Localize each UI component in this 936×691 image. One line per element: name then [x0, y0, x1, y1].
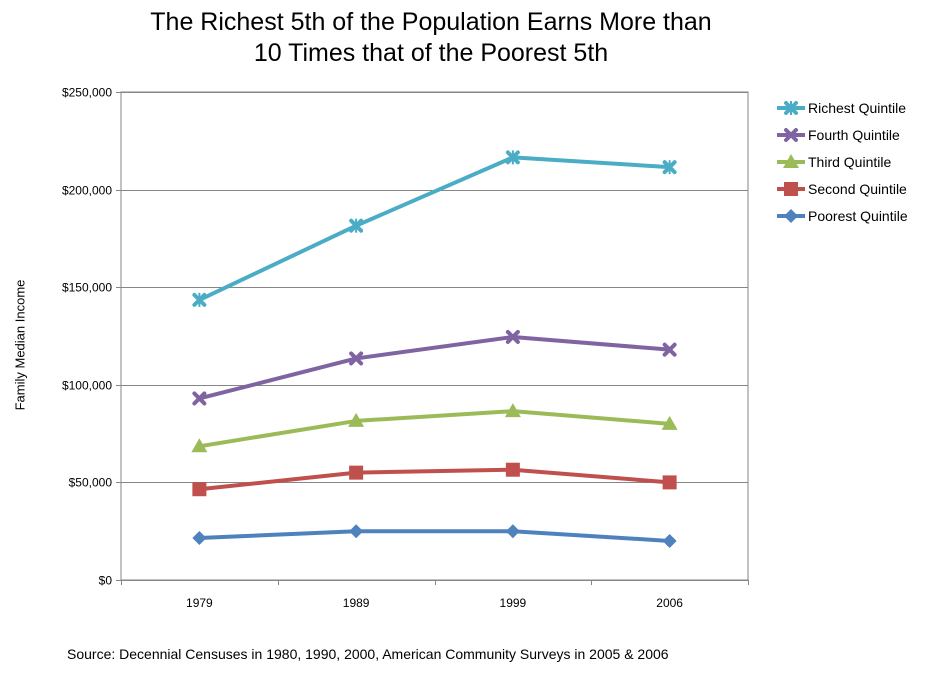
- data-point-second: [662, 475, 677, 490]
- series-line-third: [199, 409, 670, 449]
- legend-swatch-second: [777, 181, 805, 196]
- data-point-poorest: [662, 533, 677, 548]
- legend-swatch-marker: [784, 181, 798, 196]
- series-poorest: [192, 524, 677, 548]
- legend-label: Richest Quintile: [808, 99, 907, 116]
- data-point-third: [504, 403, 521, 418]
- data-point-poorest: [192, 531, 207, 546]
- legend-label: Poorest Quintile: [808, 207, 908, 224]
- chart-title: The Richest 5th of the Population Earns …: [0, 7, 862, 69]
- legend-swatch-marker: [783, 153, 799, 168]
- data-point-fourth: [505, 329, 520, 344]
- data-point-third: [348, 412, 365, 427]
- legend-swatch-poorest: [777, 208, 805, 223]
- source-note: Source: Decennial Censuses in 1980, 1990…: [67, 646, 669, 662]
- data-point-poorest: [349, 524, 364, 539]
- y-tick-label: $0: [99, 574, 113, 588]
- legend-item-fourth: Fourth Quintile: [776, 121, 908, 148]
- chart-title-line-2: 10 Times that of the Poorest 5th: [253, 39, 609, 67]
- data-point-second: [349, 465, 364, 480]
- legend-item-second: Second Quintile: [776, 175, 908, 202]
- legend-label: Second Quintile: [808, 180, 907, 197]
- legend-swatch-marker: [784, 208, 798, 223]
- series-richest: [192, 150, 677, 307]
- y-tick-label: $250,000: [62, 86, 112, 100]
- chart-title-line-1: The Richest 5th of the Population Earns …: [150, 8, 712, 36]
- data-point-fourth: [192, 391, 207, 406]
- data-point-poorest: [505, 524, 520, 539]
- x-tick-label: 1979: [186, 596, 213, 610]
- legend-swatch-richest: [777, 100, 805, 115]
- x-tick-label: 1999: [500, 596, 527, 610]
- y-tick-label: $150,000: [62, 281, 112, 295]
- x-tick-label: 1989: [343, 596, 370, 610]
- data-point-fourth: [349, 351, 364, 366]
- legend-item-richest: Richest Quintile: [776, 94, 908, 121]
- y-tick-label: $100,000: [62, 379, 112, 393]
- series-fourth: [192, 329, 677, 406]
- data-point-fourth: [662, 342, 677, 357]
- series-second: [192, 462, 677, 497]
- data-point-third: [661, 415, 678, 430]
- legend-swatch-marker: [784, 127, 798, 142]
- chart-legend: Richest Quintile Fourth Quintile Third Qui…: [776, 94, 908, 229]
- legend-item-third: Third Quintile: [776, 148, 908, 175]
- y-tick-label: $200,000: [62, 184, 112, 198]
- series-line-poorest: [199, 529, 670, 543]
- series-line-richest: [198, 155, 670, 302]
- series-line-second: [199, 467, 670, 492]
- legend-label: Fourth Quintile: [808, 126, 900, 143]
- data-point-second: [505, 462, 520, 477]
- legend-swatch-fourth: [777, 127, 805, 142]
- series-third: [191, 403, 678, 453]
- legend-item-poorest: Poorest Quintile: [776, 202, 908, 229]
- y-tick-label: $50,000: [69, 476, 113, 490]
- data-point-third: [191, 438, 208, 453]
- legend-swatch-third: [777, 153, 805, 168]
- data-point-second: [192, 482, 207, 497]
- series-line-fourth: [198, 334, 670, 401]
- legend-label: Third Quintile: [808, 153, 892, 170]
- x-tick-label: 2006: [656, 596, 683, 610]
